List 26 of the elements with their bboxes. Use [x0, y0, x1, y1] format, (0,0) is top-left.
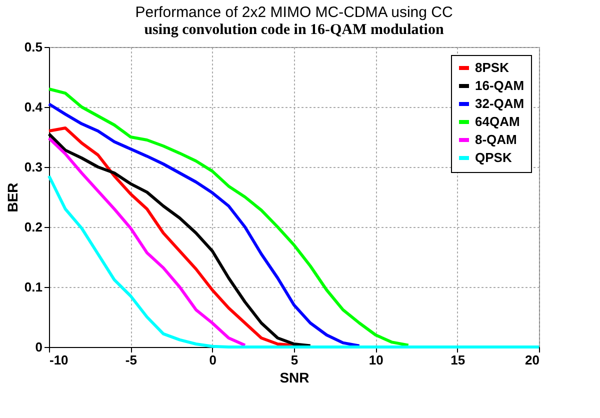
x-tick-label: 0 [209, 352, 216, 368]
y-tick-label: 0.1 [24, 280, 42, 294]
x-tick-label: 10 [368, 352, 384, 368]
x-tick-label: 20 [525, 352, 540, 368]
line-series [48, 136, 246, 347]
x-axis-title: SNR [280, 370, 310, 386]
legend-label: 8PSK [475, 60, 510, 75]
y-tick-label: 0 [35, 340, 42, 354]
y-tick-label: 0.4 [24, 100, 44, 114]
legend-label: 64QAM [475, 114, 520, 129]
x-tick-label: 5 [290, 352, 298, 368]
y-tick-label: 0.5 [24, 40, 42, 54]
y-tick-label: 0.2 [24, 220, 42, 234]
legend-label: 16-QAM [475, 78, 524, 93]
legend-label: QPSK [475, 150, 512, 165]
chart-title: Performance of 2x2 MIMO MC-CDMA using CC [135, 4, 453, 21]
legend-label: 32-QAM [475, 96, 524, 111]
y-tick-label: 0.3 [24, 160, 42, 174]
x-tick-label: 15 [450, 352, 466, 368]
x-tick-label: -5 [125, 352, 137, 368]
text: using convolution code in 16-QAM modulation [144, 22, 444, 38]
x-tick-label: -10 [50, 352, 68, 368]
line-series [48, 102, 361, 348]
y-axis-title: BER [4, 182, 20, 212]
legend-label: 8-QAM [475, 132, 517, 147]
line-series [48, 88, 410, 347]
